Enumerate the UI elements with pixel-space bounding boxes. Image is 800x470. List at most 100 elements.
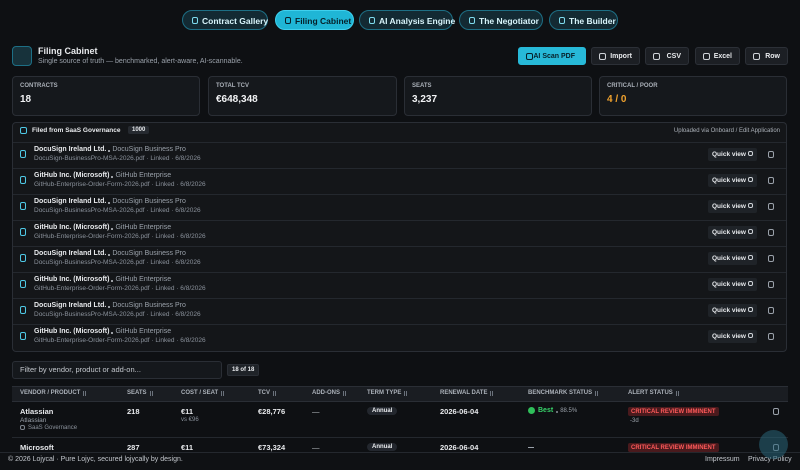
column-header[interactable]: TCV [258, 390, 276, 396]
stat-card: TOTAL TCV €648,348 [208, 76, 397, 116]
nav-tab-label: Filing Cabinet [295, 16, 352, 26]
stat-label: SEATS [412, 83, 432, 89]
nav-tab[interactable]: AI Analysis Engine [359, 10, 456, 30]
product-name: DocuSign Business Pro [112, 250, 186, 257]
column-header[interactable]: SEATS [127, 390, 153, 396]
footer-link[interactable]: Privacy Policy [748, 456, 792, 463]
quick-view-button[interactable]: Quick view [708, 330, 757, 343]
nav-tab[interactable]: Filing Cabinet [275, 10, 354, 30]
cost-vs: vs €96 [181, 417, 199, 423]
footer-link[interactable]: Impressum [705, 456, 740, 463]
icon[interactable] [768, 307, 774, 314]
product-name: GitHub Enterprise [115, 224, 172, 231]
icon [469, 17, 475, 24]
copyright: © 2026 Lojycal · Pure Lojyc, secured loj… [8, 456, 183, 463]
nav-tab[interactable]: Contract Gallery [182, 10, 268, 30]
page-title: Filing Cabinet [38, 46, 98, 56]
nav-tab-label: Contract Gallery [202, 16, 269, 26]
icon [559, 17, 565, 24]
action-button[interactable]: Excel [695, 47, 740, 65]
action-label: Row [765, 53, 780, 60]
tcv: €28,776 [258, 407, 286, 416]
vendor-name: GitHub Inc. (Microsoft) [34, 276, 110, 283]
row-divider [12, 437, 788, 438]
stat-value: 3,237 [412, 94, 438, 105]
quick-view-button[interactable]: Quick view [708, 174, 757, 187]
quick-view-label: Quick view [712, 332, 746, 340]
product-name: GitHub Enterprise [115, 328, 172, 335]
action-button[interactable]: Import [591, 47, 640, 65]
quick-view-button[interactable]: Quick view [708, 226, 757, 239]
column-header[interactable]: COST / SEAT [181, 390, 225, 396]
sort-icon [490, 391, 494, 396]
icon [20, 425, 25, 430]
nav-tab-label: The Builder [569, 16, 616, 26]
column-header[interactable]: ADD-ONS [312, 390, 346, 396]
icon[interactable] [768, 281, 774, 288]
row-divider [13, 272, 786, 273]
quick-view-label: Quick view [712, 176, 746, 184]
icon [703, 53, 710, 60]
stat-card: CONTRACTS 18 [12, 76, 200, 116]
column-header[interactable]: VENDOR / PRODUCT [20, 390, 87, 396]
nav-tab[interactable]: The Builder [549, 10, 618, 30]
icon [20, 228, 26, 236]
filter-placeholder: Filter by vendor, product or add-on... [20, 365, 141, 374]
floating-button[interactable] [759, 430, 788, 459]
sort-icon [273, 391, 276, 396]
icon [20, 202, 26, 210]
icon [748, 281, 753, 286]
filed-count: 1000 [128, 126, 150, 134]
separator-dot [108, 150, 111, 152]
quick-view-button[interactable]: Quick view [708, 252, 757, 265]
column-header[interactable]: TERM TYPE [367, 390, 408, 396]
column-header[interactable]: BENCHMARK STATUS [528, 390, 599, 396]
action-button[interactable]: CSV [645, 47, 689, 65]
vendor-sub: Atlassian [20, 417, 47, 424]
icon [369, 17, 375, 24]
vendor-name: DocuSign Ireland Ltd. [34, 302, 107, 309]
icon [748, 333, 753, 338]
icon[interactable] [768, 203, 774, 210]
icon[interactable] [768, 333, 774, 340]
quick-view-button[interactable]: Quick view [708, 200, 757, 213]
seats: 218 [127, 407, 140, 416]
icon[interactable] [768, 177, 774, 184]
quick-view-button[interactable]: Quick view [708, 148, 757, 161]
row-divider [13, 324, 786, 325]
icon [748, 255, 753, 260]
benchmark: Best [538, 407, 554, 414]
addons: — [312, 407, 320, 416]
file-meta: DocuSign-BusinessPro-MSA-2026.pdf · Link… [34, 207, 201, 214]
stat-value: 4 / 0 [607, 94, 627, 105]
alert-badge: CRITICAL REVIEW IMMINENT [628, 443, 719, 452]
quick-view-button[interactable]: Quick view [708, 278, 757, 291]
cost: €11 [181, 443, 194, 452]
stat-label: TOTAL TCV [216, 83, 249, 89]
quick-view-button[interactable]: Quick view [708, 304, 757, 317]
separator-dot [111, 280, 114, 282]
icon [20, 150, 26, 158]
icon [748, 177, 753, 182]
file-meta: GitHub-Enterprise-Order-Form-2026.pdf · … [34, 285, 206, 292]
icon[interactable] [768, 229, 774, 236]
icon [748, 203, 753, 208]
nav-tab-label: AI Analysis Engine [379, 16, 456, 26]
benchmark-icon [528, 407, 535, 414]
column-header[interactable]: ALERT STATUS [628, 390, 679, 396]
icon[interactable] [768, 255, 774, 262]
icon[interactable] [773, 408, 779, 415]
separator-dot [111, 176, 114, 178]
action-button[interactable]: AI Scan PDF [518, 47, 586, 65]
column-header[interactable]: RENEWAL DATE [440, 390, 494, 396]
separator-dot [108, 202, 111, 204]
filed-note: Uploaded via Onboard / Edit Application [673, 128, 780, 134]
alert-badge: CRITICAL REVIEW IMMINENT [628, 407, 719, 416]
action-button[interactable]: Row [745, 47, 788, 65]
sort-icon [404, 391, 408, 396]
nav-tab[interactable]: The Negotiator [459, 10, 543, 30]
stat-value: €648,348 [216, 94, 258, 105]
filter-input[interactable] [12, 361, 222, 379]
icon[interactable] [768, 151, 774, 158]
vendor-name: DocuSign Ireland Ltd. [34, 250, 107, 257]
